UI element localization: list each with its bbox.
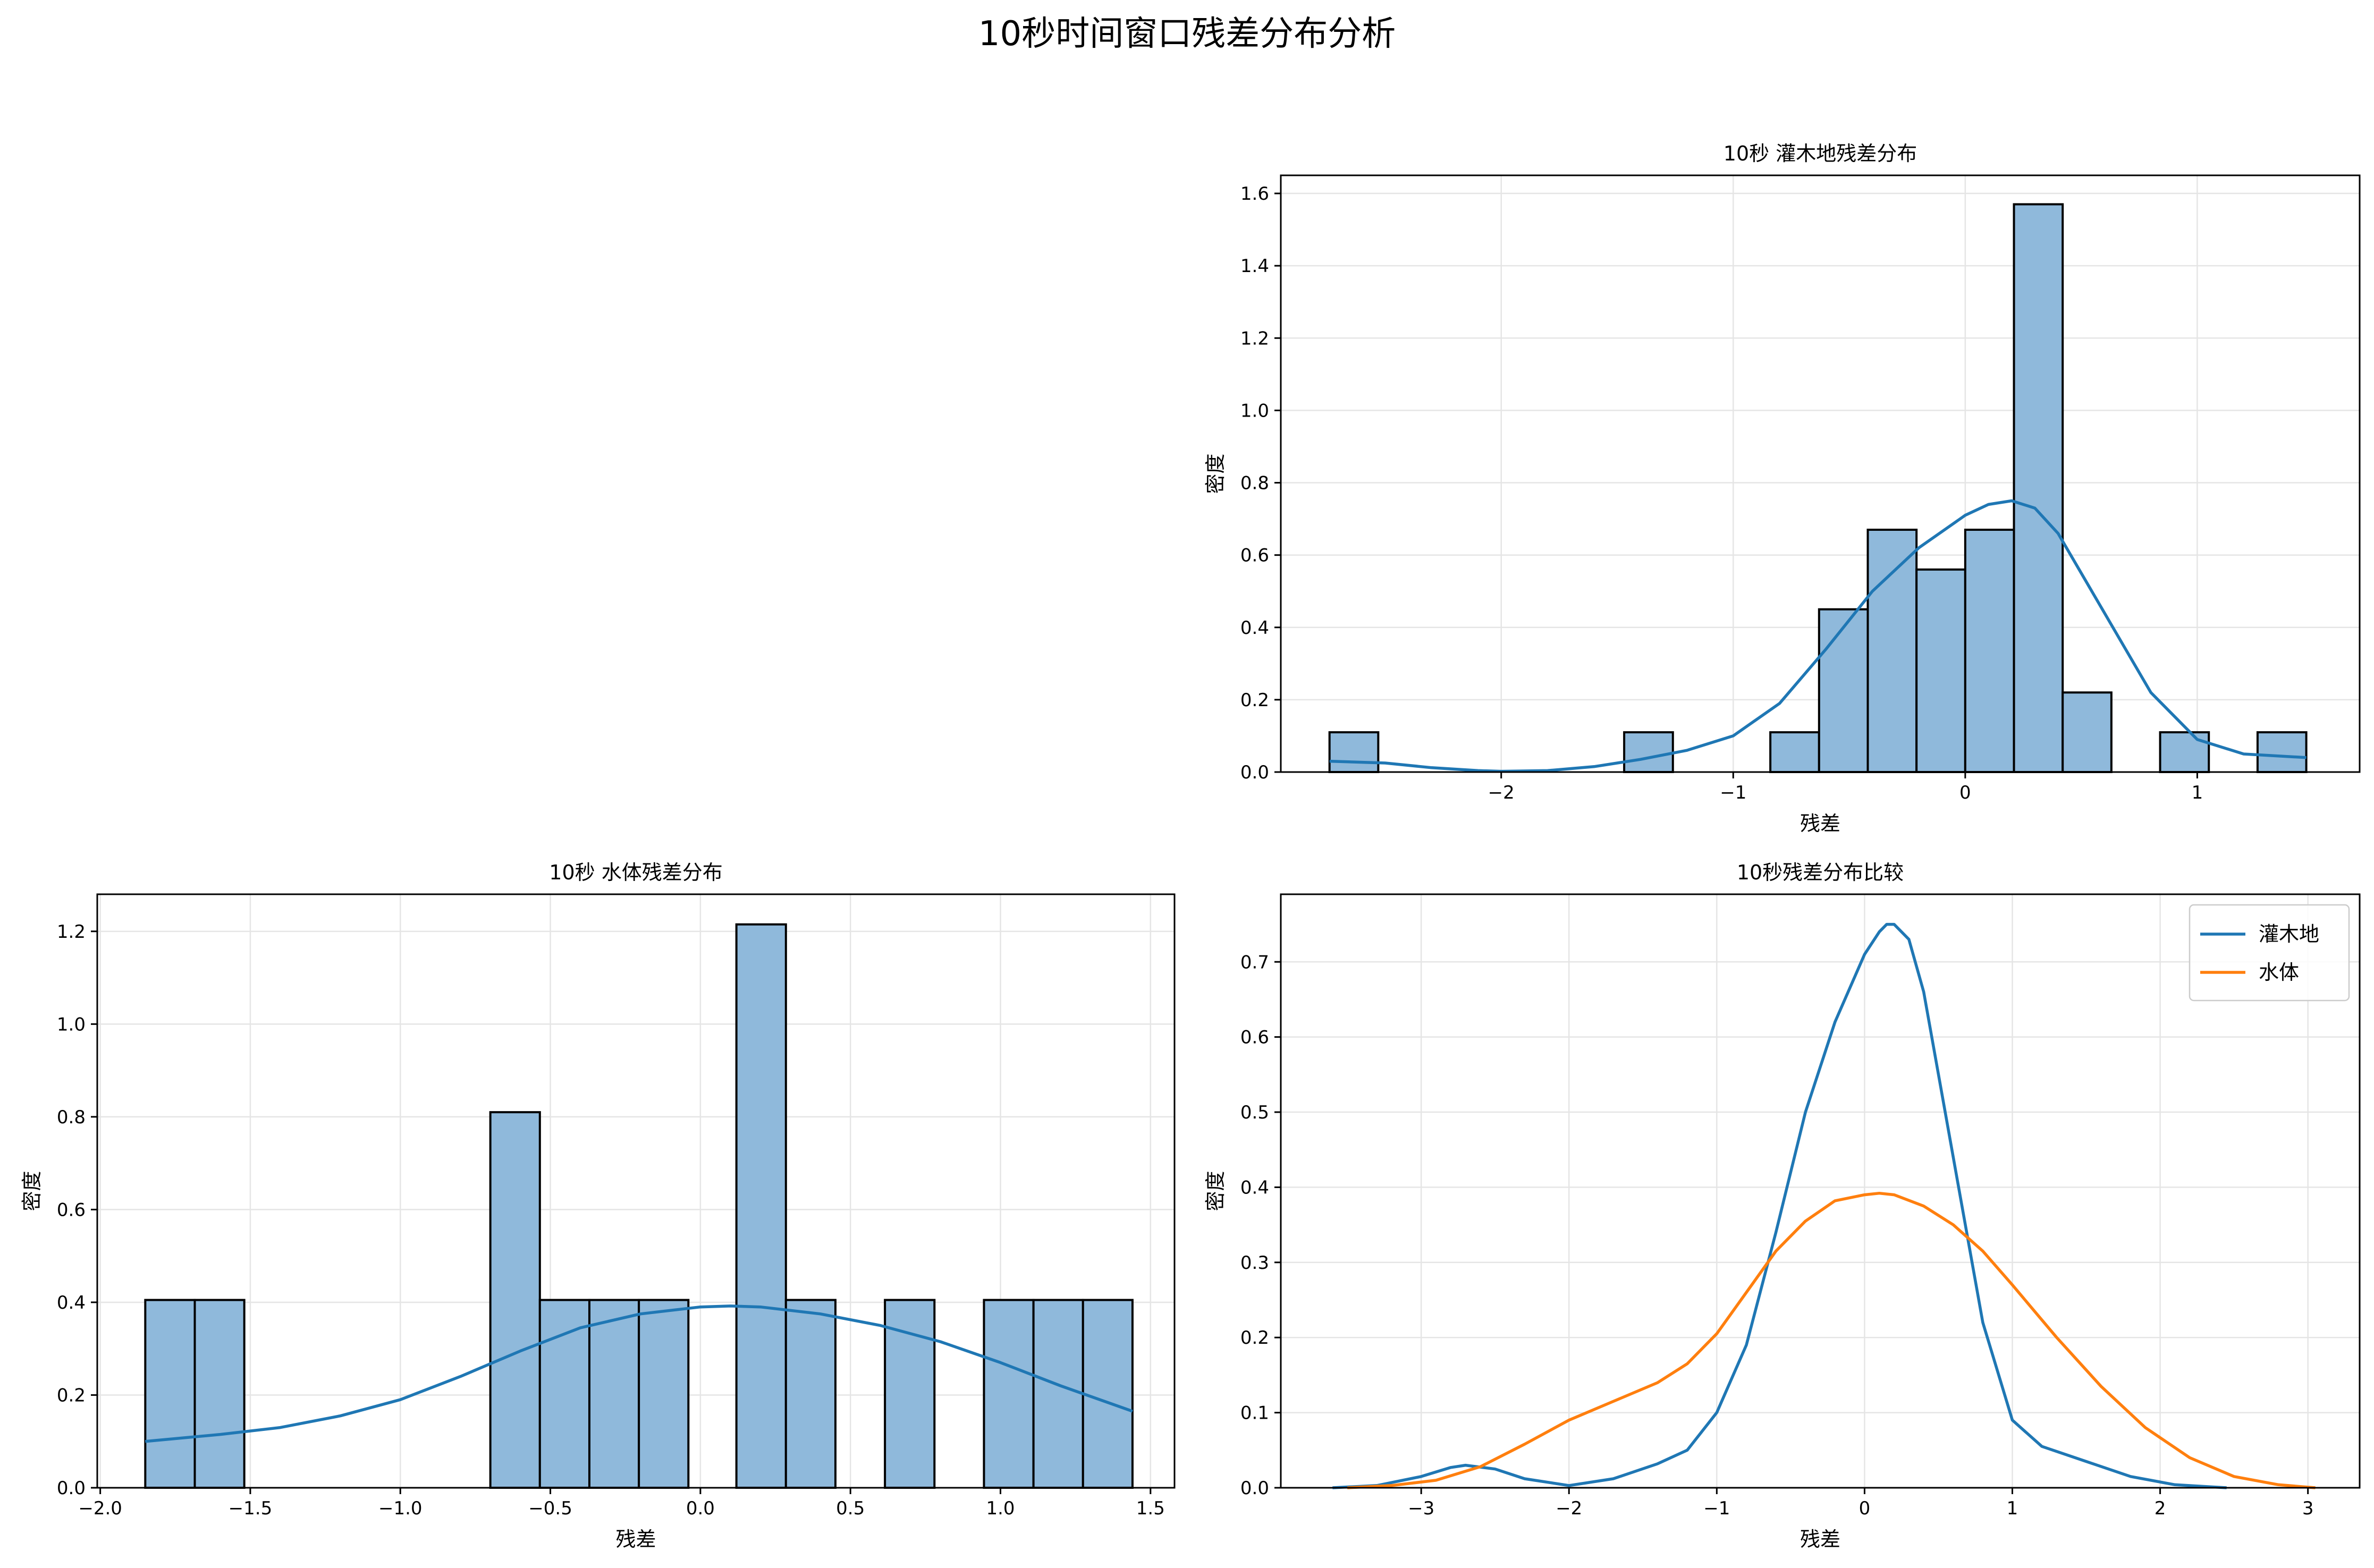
series-line — [1332, 922, 2227, 1489]
x-tick-label: 1 — [2007, 1498, 2018, 1519]
kde-comparison-panel: −3 −2 −1 0 1 2 3 0.0 0.1 0.2 0.3 0.4 0.5 0.6 0.7 10秒残差分… — [1204, 861, 2361, 1551]
subplot-title: 10秒残差分布比较 — [1737, 861, 1904, 884]
y-tick-label: 0.8 — [1240, 473, 1269, 494]
x-tick-label: −0.5 — [528, 1498, 572, 1519]
x-tick-label: 2 — [2155, 1498, 2166, 1519]
y-tick-label: 0.4 — [57, 1292, 86, 1313]
x-tick-label: 0.0 — [686, 1498, 715, 1519]
y-tick-label: 0.8 — [57, 1107, 86, 1128]
x-tick-label: 1 — [2192, 782, 2203, 803]
axes-frame — [1280, 174, 2361, 773]
histogram-bar — [489, 1111, 541, 1489]
y-tick-label: 0.4 — [1240, 617, 1269, 639]
histogram-bar — [193, 1299, 246, 1489]
histogram-bar — [144, 1299, 196, 1489]
histogram-bar — [784, 1299, 837, 1489]
x-tick-label: 0 — [1959, 782, 1971, 803]
histogram-bar — [1032, 1299, 1084, 1489]
x-axis-label: 残差 — [1800, 1528, 1840, 1551]
legend-label: 水体 — [2259, 961, 2299, 984]
subplot-title: 10秒 灌木地残差分布 — [1724, 142, 1917, 165]
y-tick-label: 1.6 — [1240, 183, 1269, 205]
x-tick-label: 0 — [1859, 1498, 1871, 1519]
histogram-bar — [1915, 568, 1966, 773]
y-tick-label: 0.0 — [1240, 1478, 1269, 1499]
x-tick-label: −3 — [1408, 1498, 1434, 1519]
legend-label: 灌木地 — [2259, 922, 2319, 946]
y-tick-label: 1.0 — [57, 1014, 86, 1035]
histogram-bar — [1769, 731, 1820, 773]
y-tick-label: 1.2 — [57, 921, 86, 943]
x-tick-label: −1.0 — [378, 1498, 423, 1519]
x-tick-label: −1 — [1703, 1498, 1730, 1519]
histogram-bar — [2013, 203, 2064, 773]
y-axis-label: 密度 — [1204, 1171, 1227, 1211]
shrubland-histogram-panel: −2 −1 0 1 0.0 0.2 0.4 0.6 0.8 1.0 1.2 1.4 1.6 10秒 灌木地… — [1204, 142, 2361, 835]
x-tick-label: 0.5 — [836, 1498, 865, 1519]
histogram-bar — [1328, 731, 1380, 773]
x-tick-label: −2 — [1488, 782, 1515, 803]
x-tick-label: 3 — [2302, 1498, 2314, 1519]
histogram-bar — [1082, 1299, 1134, 1489]
histogram-bar — [983, 1299, 1035, 1489]
y-tick-label: 0.5 — [1240, 1102, 1269, 1123]
x-tick-label: 1.0 — [986, 1498, 1015, 1519]
figure-title: 10秒时间窗口残差分布分析 — [978, 14, 1396, 54]
y-tick-label: 0.6 — [1240, 1027, 1269, 1048]
kde-curve — [145, 1304, 1133, 1443]
histogram-bar — [1866, 528, 1918, 774]
x-axis-label: 残差 — [1800, 812, 1840, 835]
y-tick-label: 0.1 — [1240, 1403, 1269, 1424]
y-tick-label: 0.7 — [1240, 952, 1269, 973]
y-tick-label: 0.2 — [1240, 690, 1269, 711]
histogram-bar — [2159, 731, 2210, 773]
y-axis-label: 密度 — [20, 1171, 44, 1211]
histogram-bar — [1623, 731, 1674, 773]
axes-frame — [1280, 893, 2361, 1489]
x-tick-label: 1.5 — [1136, 1498, 1165, 1519]
histogram-bar — [588, 1299, 640, 1489]
kde-curve — [1329, 499, 2307, 773]
x-tick-label: −2.0 — [78, 1498, 122, 1519]
y-tick-label: 0.6 — [57, 1199, 86, 1221]
y-axis-label: 密度 — [1204, 453, 1227, 494]
y-tick-label: 0.0 — [57, 1478, 86, 1499]
histogram-bar — [1818, 608, 1869, 774]
y-tick-label: 0.6 — [1240, 545, 1269, 566]
histogram-bar — [2256, 731, 2308, 773]
histogram-bar — [1964, 528, 2015, 774]
y-tick-label: 1.0 — [1240, 400, 1269, 421]
x-tick-label: −1.5 — [229, 1498, 273, 1519]
y-tick-label: 0.2 — [1240, 1327, 1269, 1349]
histogram-bar — [735, 923, 787, 1489]
x-axis-label: 残差 — [615, 1528, 656, 1551]
y-tick-label: 0.2 — [57, 1385, 86, 1406]
y-tick-label: 1.4 — [1240, 256, 1269, 277]
x-tick-label: −2 — [1556, 1498, 1582, 1519]
plot-area — [1281, 894, 2360, 1488]
y-tick-label: 0.4 — [1240, 1177, 1269, 1198]
histogram-bar — [638, 1299, 690, 1489]
subplot-title: 10秒 水体残差分布 — [549, 861, 722, 884]
histogram-bar — [884, 1299, 936, 1489]
x-tick-label: −1 — [1720, 782, 1746, 803]
legend-box — [2189, 904, 2350, 1002]
y-tick-label: 0.0 — [1240, 762, 1269, 783]
axes-frame — [96, 893, 1176, 1489]
water-histogram-panel: −2.0 −1.5 −1.0 −0.5 0.0 0.5 1.0 1.5 0.0 0.2 0.4 0.6… — [20, 861, 1176, 1551]
histogram-bar — [2062, 691, 2113, 774]
y-tick-label: 0.3 — [1240, 1252, 1269, 1274]
y-tick-label: 1.2 — [1240, 328, 1269, 349]
histogram-bar — [538, 1299, 590, 1489]
series-line — [1347, 1191, 2316, 1489]
